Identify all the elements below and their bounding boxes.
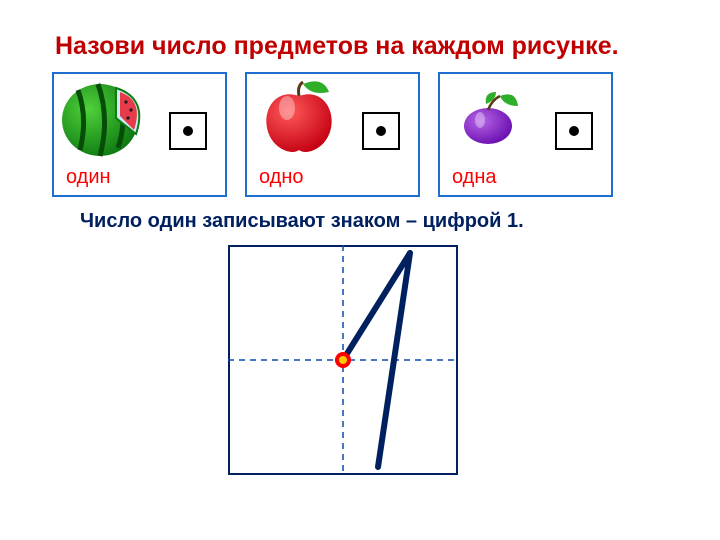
card-watermelon: один [52, 72, 227, 197]
count-box [169, 112, 207, 150]
card-apple: одно [245, 72, 420, 197]
count-box [362, 112, 400, 150]
count-box [555, 112, 593, 150]
card-label: один [66, 166, 111, 189]
card-row: один одно [52, 72, 613, 197]
card-label: одна [452, 166, 497, 189]
count-dot [569, 126, 579, 136]
card-label: одно [259, 166, 304, 189]
page-title: Назови число предметов на каждом рисунке… [55, 32, 619, 61]
digit-grid [228, 245, 458, 480]
plum-icon [456, 90, 531, 150]
subtitle: Число один записывают знаком – цифрой 1. [80, 210, 524, 233]
count-dot [183, 126, 193, 136]
watermelon-icon [58, 78, 153, 158]
apple-icon [257, 78, 342, 158]
count-dot [376, 126, 386, 136]
digit-grid-svg [228, 245, 458, 475]
card-plum: одна [438, 72, 613, 197]
